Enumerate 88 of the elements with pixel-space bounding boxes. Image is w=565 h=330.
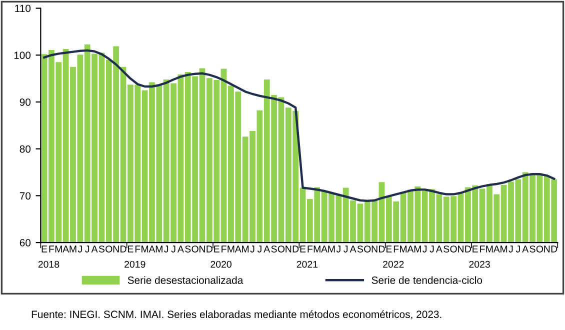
y-tick-label: 100 <box>14 52 31 59</box>
x-tick-label: J <box>344 246 348 252</box>
x-tick-label: E <box>472 246 478 252</box>
text: 2022 <box>383 260 404 268</box>
x-tick-label: O <box>450 246 457 252</box>
x-tick-label: S <box>444 246 450 252</box>
x-tick-label: F <box>222 246 226 252</box>
x-tick-label: J <box>78 246 82 252</box>
line-series <box>43 49 556 202</box>
x-tick-label: A <box>148 246 156 252</box>
x-tick-label: D <box>551 246 558 252</box>
x-tick-label: N <box>458 246 464 252</box>
x-tick-label: M <box>486 246 493 252</box>
x-tick-label: N <box>544 246 550 252</box>
x-tick-label: D <box>120 246 126 252</box>
x-tick-label: F <box>135 246 140 252</box>
x-tick-label: M <box>414 246 421 252</box>
x-tick-label: S <box>98 246 105 252</box>
legend-label: Serie desestacionalizada <box>128 276 244 284</box>
x-tick-label: O <box>278 246 285 252</box>
y-tick-label: 70 <box>20 192 31 200</box>
y-tick-label: 110 <box>15 4 31 12</box>
x-tick-label: M <box>242 246 249 252</box>
text: 2019 <box>124 260 146 268</box>
text: 2018 <box>38 260 60 268</box>
x-tick-label: J <box>336 246 340 252</box>
y-tick-label: 60 <box>20 239 31 246</box>
x-tick-label: M <box>500 246 508 252</box>
x-tick-label: E <box>128 246 134 252</box>
text: 2020 <box>210 260 232 268</box>
x-tick-label: M <box>70 246 76 252</box>
x-tick-label: N <box>372 246 378 252</box>
x-tick-label: D <box>465 246 471 252</box>
x-tick-label: M <box>142 246 148 252</box>
x-tick-label: A <box>177 246 184 252</box>
x-tick-label: J <box>85 246 90 252</box>
x-tick-label: J <box>257 246 262 252</box>
x-tick-label: F <box>394 246 399 252</box>
text: 2021 <box>296 260 318 268</box>
x-tick-label: F <box>49 246 54 252</box>
x-tick-label: S <box>357 246 363 252</box>
text: 2023 <box>469 260 490 268</box>
x-tick-label: D <box>206 246 212 252</box>
x-tick-label: M <box>314 246 320 252</box>
x-tick-label: M <box>156 246 162 252</box>
x-tick-label: A <box>493 246 500 252</box>
x-tick-label: O <box>192 246 198 252</box>
x-tick-label: N <box>113 246 119 252</box>
x-tick-label: F <box>308 246 313 252</box>
x-tick-label: E <box>386 246 392 252</box>
x-tick-label: A <box>91 246 98 252</box>
x-tick-label: D <box>292 246 299 252</box>
x-tick-label: J <box>422 246 427 252</box>
x-tick-label: F <box>480 246 485 252</box>
x-tick-label: A <box>522 246 529 252</box>
x-tick-label: O <box>106 246 112 252</box>
y-tick-label: 90 <box>20 98 31 106</box>
x-tick-label: J <box>164 246 168 252</box>
x-tick-label: N <box>200 246 205 252</box>
x-tick-label: J <box>250 246 254 252</box>
source-note: Fuente: INEGI. SCNM. IMAI. Series elaboradas mediante métodos econométricos, 2023. <box>32 310 442 320</box>
y-tick-label: 80 <box>20 145 31 153</box>
x-tick-label: S <box>271 246 277 252</box>
x-tick-label: A <box>234 246 242 252</box>
x-tick-label: A <box>350 246 356 252</box>
x-tick-label: E <box>300 246 306 252</box>
x-tick-label: M <box>400 246 407 252</box>
x-tick-label: A <box>321 246 328 252</box>
x-tick-label: N <box>286 246 292 252</box>
x-tick-label: M <box>228 246 234 252</box>
x-tick-label: A <box>407 246 414 252</box>
x-tick-label: J <box>171 246 176 252</box>
x-tick-label: E <box>214 246 220 252</box>
x-tick-label: S <box>185 246 191 252</box>
x-tick-label: J <box>430 246 434 252</box>
x-tick-label: A <box>264 246 270 252</box>
x-tick-label: J <box>508 246 513 252</box>
x-tick-label: A <box>436 246 442 252</box>
x-tick-label: M <box>55 246 62 252</box>
x-tick-label: J <box>516 246 520 252</box>
x-tick-label: A <box>62 246 70 252</box>
x-tick-label: O <box>364 246 371 252</box>
legend-label: Serie de tendencia-ciclo <box>372 276 482 284</box>
x-tick-label: S <box>530 246 536 252</box>
x-tick-label: D <box>379 246 385 252</box>
x-tick-label: M <box>328 246 335 252</box>
x-tick-label: E <box>42 246 48 252</box>
x-tick-label: O <box>536 246 544 252</box>
